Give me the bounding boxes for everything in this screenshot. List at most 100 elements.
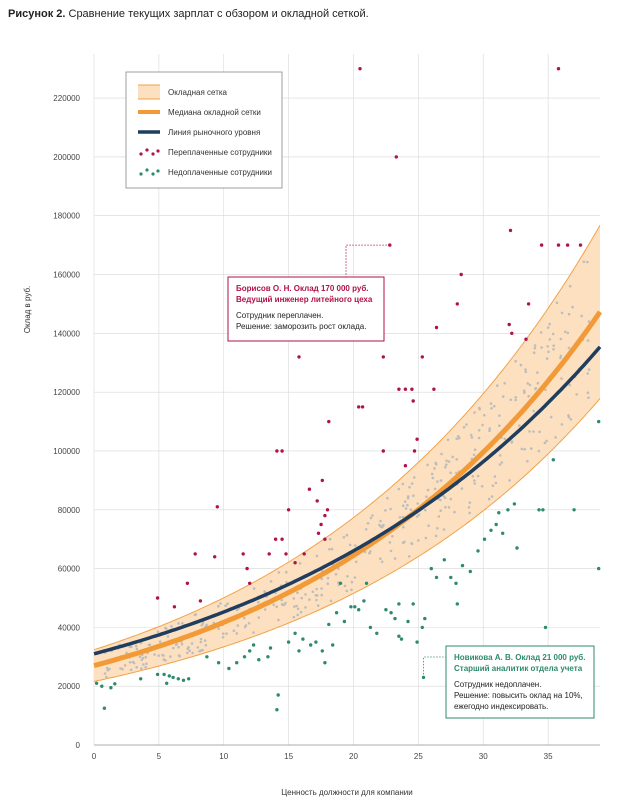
underpaid-point	[597, 566, 601, 571]
underpaid-point	[181, 678, 186, 682]
annotation-box	[227, 276, 385, 342]
inband-point	[350, 588, 353, 592]
inband-point	[549, 415, 553, 419]
overpaid-point	[280, 449, 284, 453]
inband-point	[292, 615, 296, 619]
inband-point	[296, 591, 299, 594]
inband-point	[532, 409, 535, 413]
inband-point	[498, 463, 502, 466]
legend-swatch-under-dot	[156, 169, 160, 173]
underpaid-point	[494, 522, 498, 527]
inband-point	[552, 344, 555, 348]
underpaid-point	[275, 708, 279, 712]
inband-point	[315, 598, 318, 602]
inband-point	[386, 496, 389, 500]
inband-point	[424, 536, 428, 540]
underpaid-point	[501, 531, 505, 535]
inband-point	[478, 406, 481, 410]
inband-point	[523, 448, 526, 451]
overpaid-point	[185, 581, 190, 585]
inband-point	[582, 260, 586, 264]
overpaid-point	[455, 302, 459, 306]
underpaid-point	[537, 508, 541, 512]
x-tick-label: 0	[92, 752, 97, 761]
annotation-text: Решение: заморозить рост оклада.	[236, 322, 366, 331]
inband-point	[191, 651, 194, 655]
inband-point	[437, 515, 441, 518]
underpaid-point	[420, 625, 424, 630]
overpaid-point	[198, 599, 203, 603]
underpaid-point	[482, 537, 487, 541]
annotation-title: Старший аналитик отдела учета	[454, 664, 583, 673]
inband-point	[177, 622, 180, 625]
inband-point	[263, 608, 267, 611]
legend-swatch-over-dot	[139, 152, 143, 156]
annotation-text: Сотрудник недоплачен.	[454, 680, 541, 689]
underpaid-point	[323, 661, 327, 665]
inband-point	[165, 627, 168, 630]
inband-point	[204, 644, 208, 647]
inband-point	[178, 654, 181, 658]
inband-point	[224, 604, 227, 607]
inband-point	[508, 479, 511, 482]
inband-point	[551, 332, 555, 336]
inband-point	[320, 593, 324, 597]
inband-point	[244, 624, 248, 627]
overpaid-point	[320, 478, 324, 483]
underpaid-point	[94, 681, 99, 685]
inband-point	[468, 501, 472, 504]
inband-point	[587, 320, 591, 323]
figure-caption: Сравнение текущих зарплат с обзором и ок…	[68, 8, 369, 20]
underpaid-point	[364, 581, 369, 585]
inband-point	[277, 618, 280, 622]
inband-point	[545, 357, 549, 360]
inband-point	[140, 667, 143, 670]
underpaid-point	[349, 605, 353, 609]
inband-point	[473, 411, 476, 414]
inband-point	[465, 423, 468, 426]
inband-point	[569, 418, 573, 421]
inband-point	[380, 560, 384, 564]
underpaid-point	[597, 419, 601, 424]
curve-lines	[93, 310, 603, 669]
inband-point	[442, 494, 445, 498]
inband-point	[257, 616, 261, 619]
overpaid-point	[293, 561, 297, 565]
inband-point	[560, 377, 563, 380]
underpaid-point	[551, 458, 555, 462]
overpaid-point	[315, 499, 319, 503]
inband-point	[235, 608, 239, 612]
inband-point	[587, 368, 591, 371]
inband-point	[295, 604, 298, 608]
inband-point	[277, 571, 281, 574]
underpaid-point	[171, 675, 175, 680]
inband-point	[548, 322, 551, 326]
inband-point	[300, 596, 304, 600]
inband-point	[172, 646, 175, 650]
underpaid-point	[411, 602, 415, 606]
inband-point	[384, 509, 387, 512]
inband-point	[328, 537, 332, 541]
x-tick-label: 35	[544, 752, 553, 761]
inband-point	[329, 599, 333, 603]
inband-point	[444, 505, 447, 509]
inband-point	[404, 507, 408, 510]
overpaid-point	[507, 322, 511, 327]
legend-label-band: Окладная сетка	[168, 88, 228, 97]
inband-point	[162, 658, 166, 661]
inband-point	[369, 516, 373, 520]
overpaid-point	[565, 243, 570, 247]
inband-point	[142, 663, 145, 666]
inband-point	[199, 640, 203, 644]
overpaid-point	[319, 522, 323, 527]
inband-point	[308, 598, 311, 601]
inband-point	[567, 312, 571, 316]
underpaid-point	[497, 511, 501, 515]
inband-point	[547, 350, 550, 354]
inband-point	[488, 429, 491, 433]
inband-point	[105, 675, 108, 679]
inband-point	[473, 479, 476, 482]
inband-point	[446, 438, 450, 442]
inband-point	[123, 664, 127, 667]
